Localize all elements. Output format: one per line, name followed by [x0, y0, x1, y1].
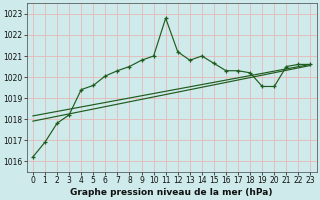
X-axis label: Graphe pression niveau de la mer (hPa): Graphe pression niveau de la mer (hPa)	[70, 188, 273, 197]
